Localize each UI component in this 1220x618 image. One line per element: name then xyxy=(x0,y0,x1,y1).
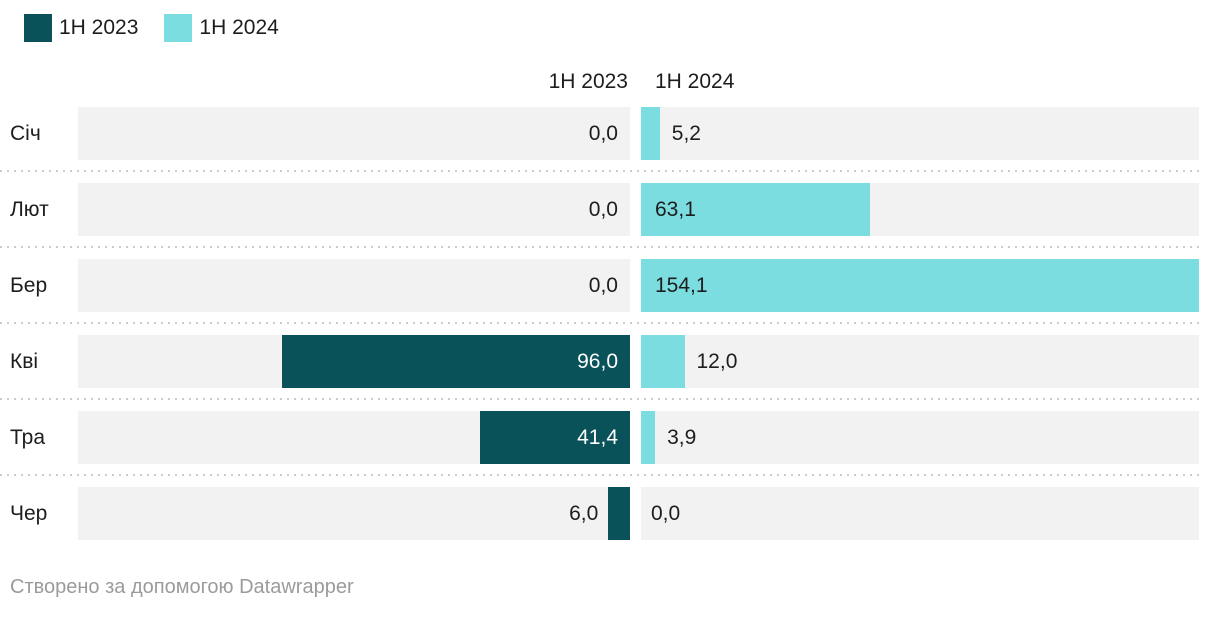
value-label-2024: 5,2 xyxy=(671,121,701,145)
legend-swatch-2024-icon xyxy=(164,14,193,42)
bar-track-2023: 41,4 xyxy=(78,411,630,464)
value-label-2023: 0,0 xyxy=(588,197,618,221)
chart-row: Чер 6,0 0,0 xyxy=(0,487,1220,540)
column-gutter xyxy=(630,183,641,236)
column-gutter xyxy=(630,335,641,388)
bar-2024 xyxy=(641,107,660,160)
value-label-2024: 154,1 xyxy=(655,273,708,297)
bar-track-2023: 0,0 xyxy=(78,259,630,312)
bar-2023 xyxy=(480,411,630,464)
row-separator xyxy=(0,464,1220,487)
chart-rows: Січ 0,0 5,2 Лют 0,0 63,1 Бер 0,0 154,1 Кві 96,0 12,… xyxy=(0,107,1220,540)
value-label-2023: 6,0 xyxy=(569,501,599,525)
value-label-2024: 63,1 xyxy=(655,197,696,221)
attribution: Створено за допомогою Datawrapper xyxy=(10,576,354,599)
legend-label-2024: 1Н 2024 xyxy=(199,16,279,39)
bar-track-2024: 12,0 xyxy=(641,335,1199,388)
row-label: Чер xyxy=(10,501,48,525)
column-gutter xyxy=(630,107,641,160)
row-label: Тра xyxy=(10,425,46,449)
legend: 1Н 2023 1Н 2024 xyxy=(0,0,1220,42)
bar-track-2024: 3,9 xyxy=(641,411,1199,464)
dotted-divider xyxy=(0,322,1204,324)
row-separator xyxy=(0,236,1220,259)
value-label-2023: 41,4 xyxy=(577,425,618,449)
row-label: Лют xyxy=(10,197,49,221)
column-gutter xyxy=(630,411,641,464)
datawrapper-link[interactable]: Datawrapper xyxy=(239,576,354,598)
dotted-divider xyxy=(0,474,1204,476)
row-label: Бер xyxy=(10,273,48,297)
chart-row: Бер 0,0 154,1 xyxy=(0,259,1220,312)
bar-2024 xyxy=(641,259,1199,312)
value-label-2024: 3,9 xyxy=(667,425,697,449)
chart-row: Лют 0,0 63,1 xyxy=(0,183,1220,236)
chart-row: Тра 41,4 3,9 xyxy=(0,411,1220,464)
chart-row: Кві 96,0 12,0 xyxy=(0,335,1220,388)
bar-2024 xyxy=(641,411,656,464)
column-header-2023: 1Н 2023 xyxy=(548,70,628,93)
bar-track-2023: 6,0 xyxy=(78,487,630,540)
dotted-divider xyxy=(0,398,1204,400)
value-label-2024: 0,0 xyxy=(651,501,681,525)
bar-track-2023: 96,0 xyxy=(78,335,630,388)
legend-label-2023: 1Н 2023 xyxy=(59,16,139,39)
value-label-2023: 96,0 xyxy=(577,349,618,373)
row-label: Кві xyxy=(10,349,39,373)
row-separator xyxy=(0,312,1220,335)
row-separator xyxy=(0,160,1220,183)
bar-2023 xyxy=(608,487,630,540)
column-headers: 1Н 2023 1Н 2024 xyxy=(0,70,1220,94)
column-header-2024: 1Н 2024 xyxy=(655,70,735,93)
bar-2024 xyxy=(641,183,870,236)
attribution-text: Створено за допомогою xyxy=(10,576,240,598)
chart-row: Січ 0,0 5,2 xyxy=(0,107,1220,160)
bar-track-2023: 0,0 xyxy=(78,107,630,160)
dotted-divider xyxy=(0,246,1204,248)
row-separator xyxy=(0,388,1220,411)
legend-item-2023: 1Н 2023 xyxy=(24,14,138,42)
bar-track-2024: 5,2 xyxy=(641,107,1199,160)
legend-swatch-2023-icon xyxy=(24,14,52,42)
legend-item-2024: 1Н 2024 xyxy=(164,14,279,42)
bar-track-2023: 0,0 xyxy=(78,183,630,236)
dotted-divider xyxy=(0,170,1204,172)
bar-2023 xyxy=(282,335,630,388)
column-gutter xyxy=(630,259,641,312)
column-gutter xyxy=(630,487,641,540)
bar-track-2024: 0,0 xyxy=(641,487,1199,540)
value-label-2023: 0,0 xyxy=(588,273,618,297)
value-label-2023: 0,0 xyxy=(588,121,618,145)
value-label-2024: 12,0 xyxy=(696,349,738,373)
row-label: Січ xyxy=(10,121,41,145)
bar-2024 xyxy=(641,335,685,388)
bar-track-2024: 63,1 xyxy=(641,183,1199,236)
bar-track-2024: 154,1 xyxy=(641,259,1199,312)
